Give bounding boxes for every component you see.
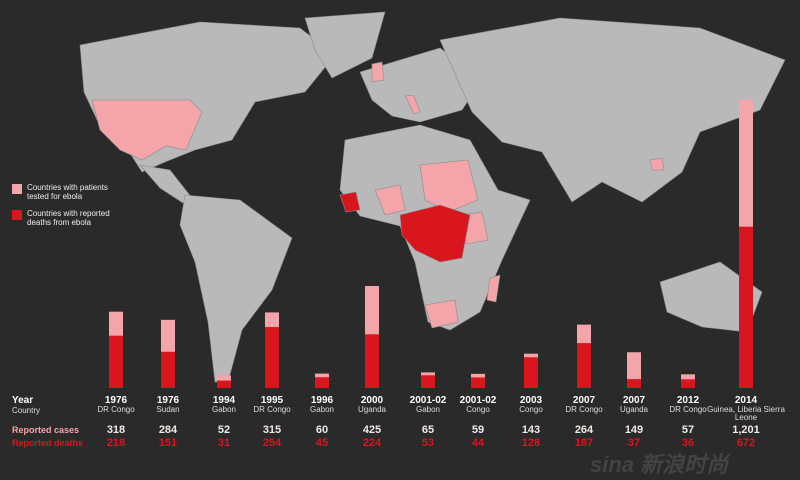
bar-deaths (365, 334, 379, 388)
bar-deaths (421, 375, 435, 388)
country-value: Congo (519, 405, 543, 414)
deaths-value: 45 (315, 437, 329, 449)
bar-deaths (265, 327, 279, 388)
bar-deaths (217, 380, 231, 388)
year-label: Year (12, 395, 34, 406)
cases-value: 65 (421, 424, 435, 436)
country-value: DR Congo (669, 405, 707, 414)
year-value: 2003 (519, 395, 543, 406)
year-value: 1996 (310, 395, 334, 406)
china-tested (649, 157, 665, 171)
cases-value: 315 (262, 424, 282, 436)
deaths-value: 151 (158, 437, 178, 449)
country-value: Gabon (211, 405, 237, 414)
legend-item-tested: Countries with patients tested for ebola (12, 183, 127, 201)
country-value: DR Congo (253, 405, 291, 414)
nigeria-tested (374, 184, 406, 216)
bar-cases (627, 352, 641, 388)
deaths-value: 254 (262, 437, 282, 449)
deaths-value: 31 (217, 437, 231, 449)
country-value: Gabon (309, 405, 335, 414)
deaths-value: 53 (421, 437, 435, 449)
bar-deaths (681, 379, 695, 388)
cases-label: Reported cases (12, 425, 80, 435)
country-label: Country (12, 406, 41, 415)
country-value: DR Congo (97, 405, 135, 414)
legend-item-deaths: Countries with reported deaths from ebol… (12, 209, 127, 227)
year-value: 2014 (734, 395, 758, 406)
cases-value: 284 (158, 424, 178, 436)
deaths-label: Reported deaths (12, 438, 84, 448)
italy-tested (404, 94, 421, 115)
legend-label: Countries with reported deaths from ebol… (27, 209, 110, 227)
deaths-value: 44 (471, 437, 485, 449)
deaths-value: 224 (362, 437, 382, 449)
legend: Countries with patients tested for ebola… (12, 183, 127, 235)
greenland (304, 11, 386, 79)
country-value: Uganda (619, 405, 649, 414)
deaths-value: 36 (681, 437, 695, 449)
country-value: Gabon (415, 405, 441, 414)
legend-swatch-deaths (12, 210, 22, 220)
asia (439, 17, 786, 203)
country-value: Uganda (357, 405, 387, 414)
bar-deaths (627, 379, 641, 388)
cases-value: 1,201 (732, 424, 760, 436)
deaths-value: 187 (574, 437, 594, 449)
bar-deaths (109, 335, 123, 388)
deaths-value: 37 (627, 437, 641, 449)
bar-deaths (161, 351, 175, 388)
country-value: Guinea, Liberia Sierra Leone (707, 405, 785, 422)
deaths-value: 218 (106, 437, 126, 449)
sudan-tested (419, 159, 479, 213)
south-africa-tested (424, 299, 459, 329)
year-value: 2012 (676, 395, 700, 406)
cases-value: 425 (362, 424, 382, 436)
bar-deaths (739, 226, 753, 388)
legend-label: Countries with patients tested for ebola (27, 183, 108, 201)
year-value: 1995 (260, 395, 284, 406)
deaths-value: 128 (521, 437, 541, 449)
bar-deaths (471, 377, 485, 388)
cases-value: 318 (106, 424, 126, 436)
year-value: 2000 (360, 395, 384, 406)
usa-tested (91, 99, 203, 161)
year-value: 2001-02 (409, 395, 447, 406)
year-value: 1976 (156, 395, 180, 406)
year-value: 2001-02 (459, 395, 497, 406)
madagascar-tested (486, 274, 501, 303)
year-value: 1976 (104, 395, 128, 406)
west-africa-deaths (339, 191, 361, 213)
uk-tested (371, 61, 385, 83)
cases-value: 59 (471, 424, 485, 436)
legend-swatch-tested (12, 184, 22, 194)
deaths-value: 672 (736, 437, 756, 449)
country-value: Congo (466, 405, 490, 414)
bar-deaths (577, 343, 591, 388)
year-value: 1994 (212, 395, 236, 406)
central-africa-deaths (399, 204, 471, 263)
watermark: sina 新浪时尚 (590, 452, 729, 477)
country-value: Sudan (156, 405, 180, 414)
cases-value: 57 (681, 424, 695, 436)
bar-deaths (315, 377, 329, 388)
country-value: DR Congo (565, 405, 603, 414)
cases-value: 60 (315, 424, 329, 436)
cases-value: 143 (521, 424, 541, 436)
cases-value: 52 (217, 424, 231, 436)
cases-value: 264 (574, 424, 594, 436)
bar-deaths (524, 357, 538, 388)
year-value: 2007 (572, 395, 596, 406)
year-value: 2007 (622, 395, 646, 406)
cases-value: 149 (624, 424, 644, 436)
